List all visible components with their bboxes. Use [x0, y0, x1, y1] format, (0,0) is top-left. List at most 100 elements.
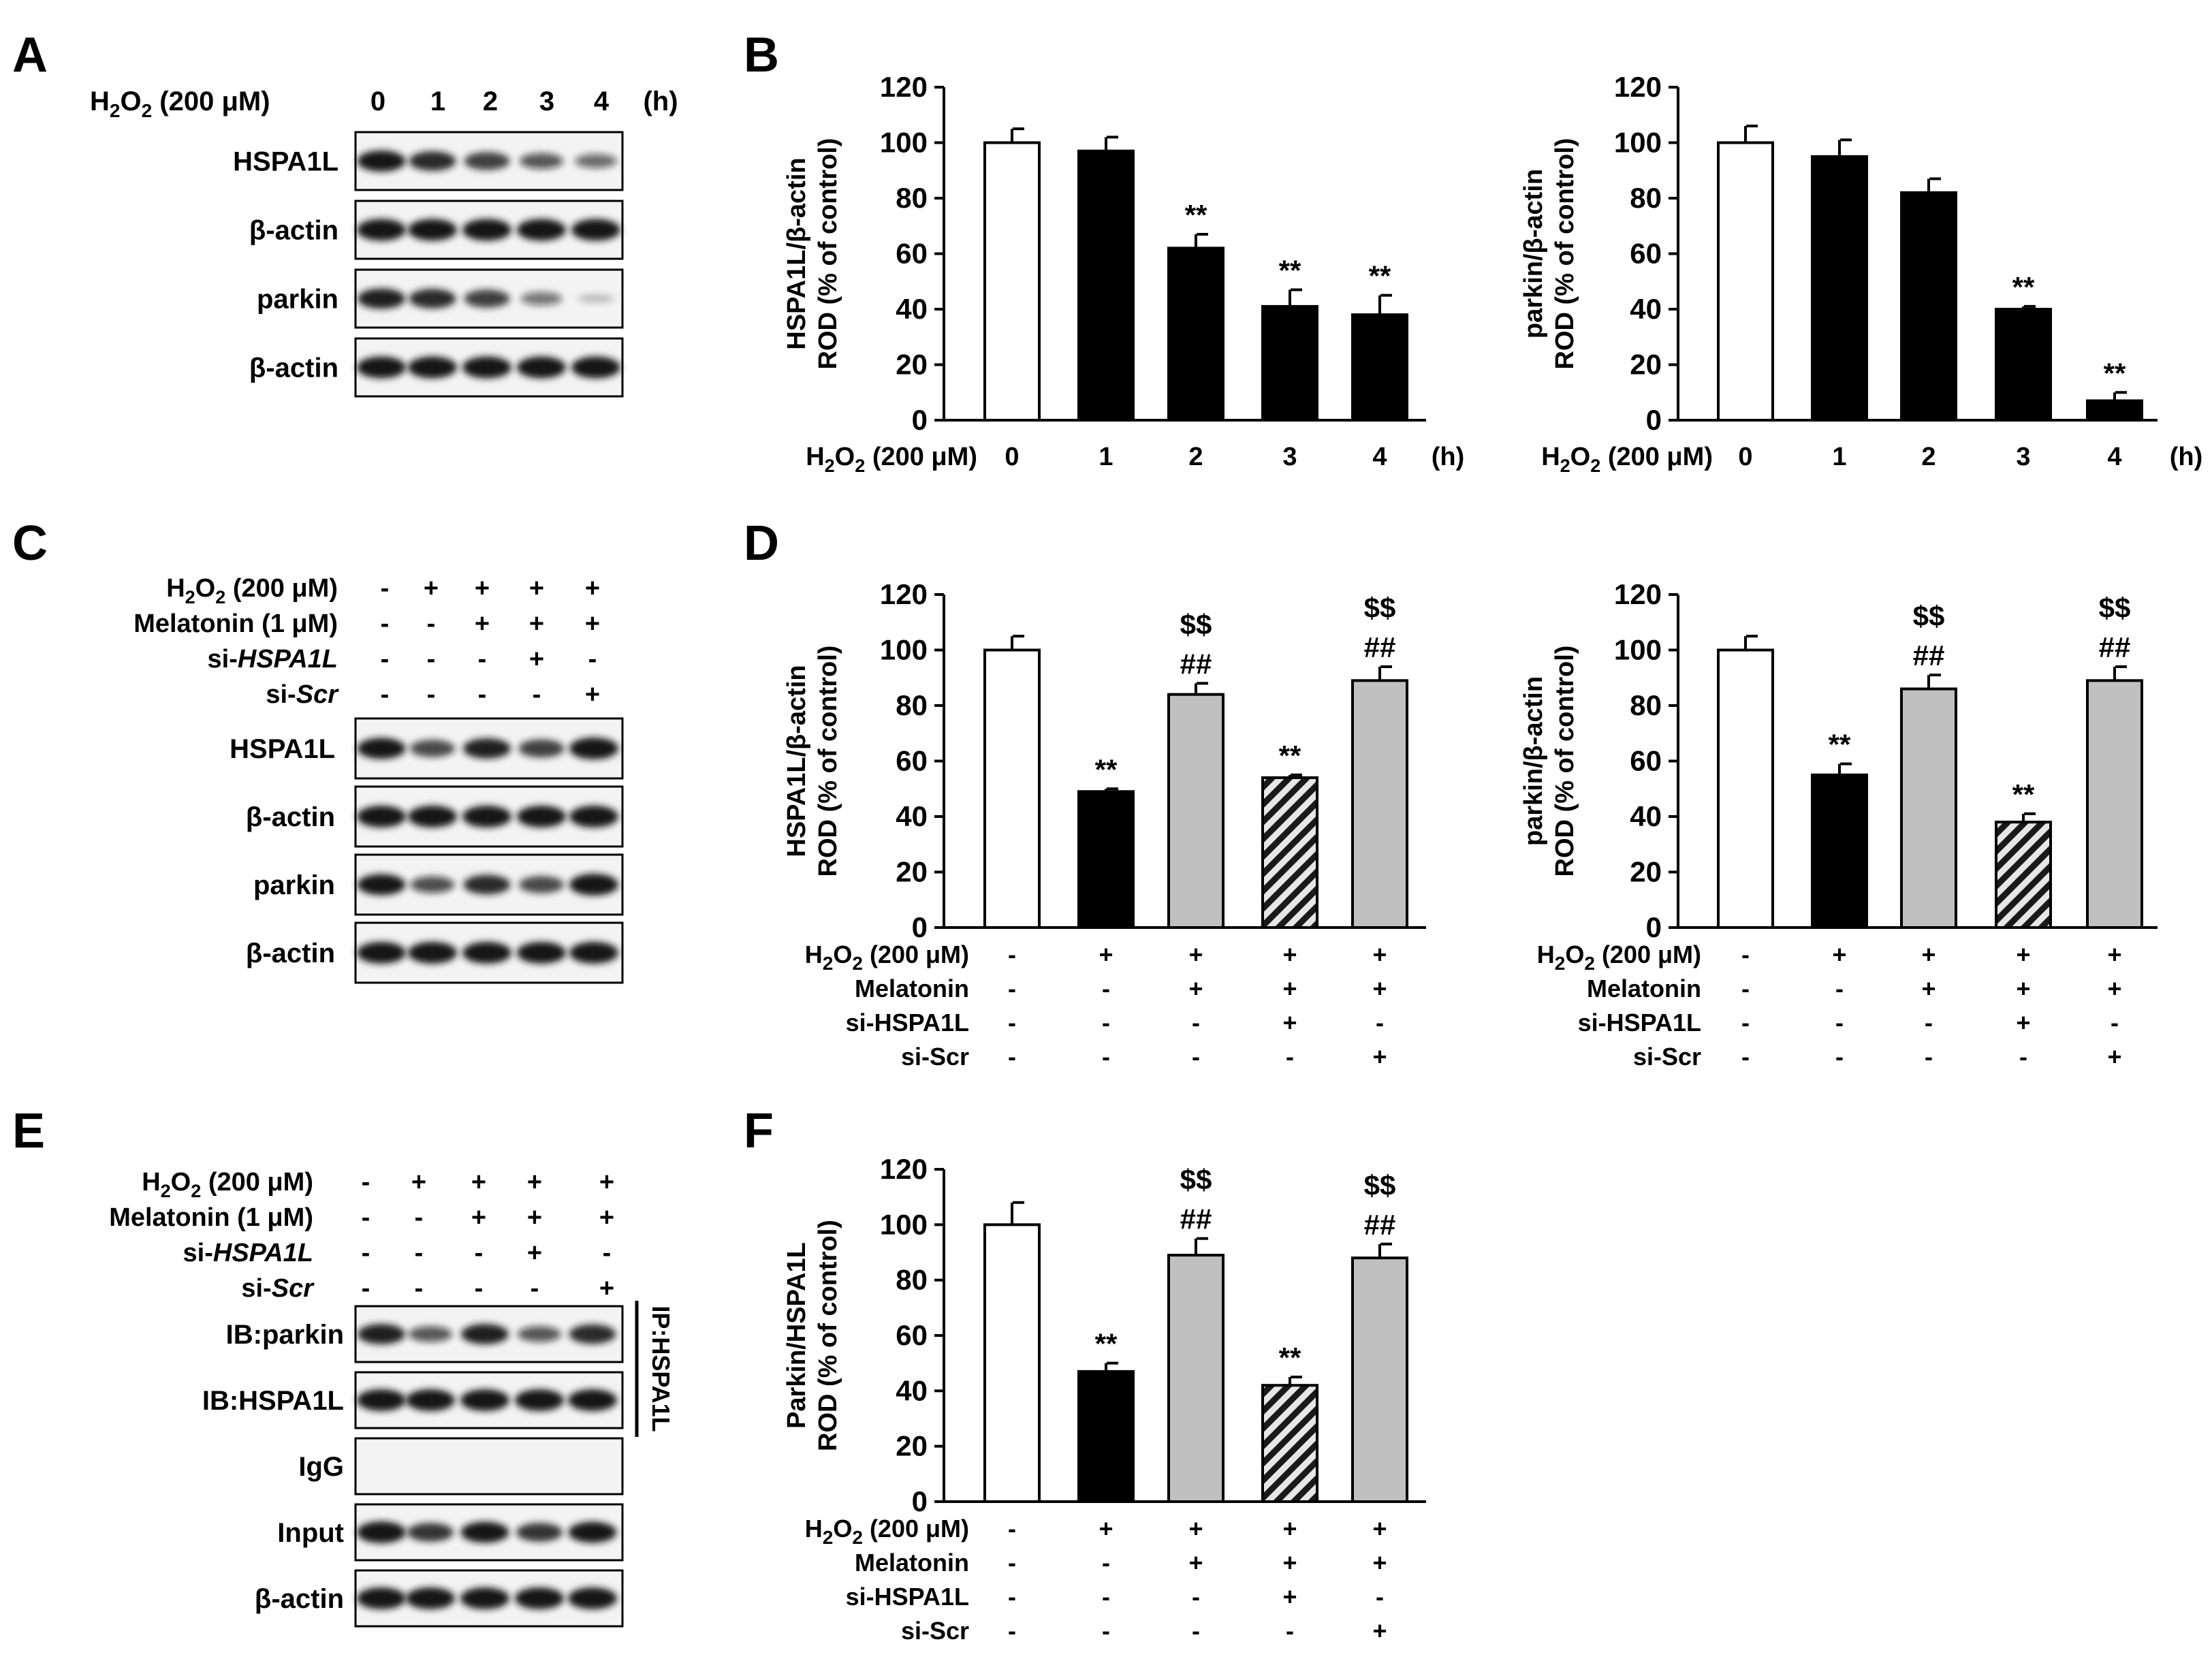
- row-label-si-scr: si-Scr: [266, 680, 339, 709]
- blot-row-1: β-actin: [249, 200, 624, 260]
- treatment-sign: +: [1099, 1515, 1113, 1543]
- blot-band: [517, 806, 566, 827]
- bar-2: [1900, 191, 1957, 422]
- bar-3: [1995, 308, 2052, 422]
- row-label-h2o2: H2O2 (200 μM): [805, 940, 969, 974]
- panel-label-c: C: [12, 516, 48, 571]
- treatment-sign: -: [1102, 975, 1110, 1002]
- ip-hspa1l-label: IP:HSPA1L: [647, 1306, 675, 1431]
- blot-band: [357, 151, 406, 172]
- blot-band: [357, 806, 406, 827]
- treatment-sign: +: [529, 574, 544, 603]
- panel-c-blots: HSPA1L β-actin parkin β-actin: [230, 717, 624, 984]
- treatment-sign: +: [1372, 1515, 1387, 1543]
- blot-row-1: IB:HSPA1L: [202, 1371, 624, 1429]
- blot-row-2: parkin: [253, 853, 624, 916]
- treatment-sign: +: [411, 1168, 426, 1197]
- treatment-sign: -: [1008, 1043, 1016, 1071]
- treatment-sign: -: [603, 1239, 612, 1267]
- row-label-si-hspa1l: si-HSPA1L: [183, 1239, 313, 1267]
- panel-a-time-4: 4: [594, 86, 610, 116]
- blot-band: [518, 1326, 561, 1342]
- treatment-sign: -: [533, 680, 541, 709]
- blot-row-0: IB:parkin: [226, 1305, 624, 1363]
- x-label-h2o2: H2O2 (200 μM): [1541, 443, 1713, 476]
- x-label-h2o2: H2O2 (200 μM): [806, 443, 977, 476]
- blot-row-1: β-actin: [246, 785, 624, 848]
- x-category-label: 0: [1005, 443, 1019, 471]
- x-category-label: 3: [2016, 443, 2030, 471]
- blot-row-3: Input: [277, 1503, 624, 1562]
- treatment-sign: +: [1188, 1549, 1203, 1577]
- y-tick-label: 120: [880, 578, 928, 610]
- bar-1: [1811, 155, 1868, 422]
- treatment-sign: -: [1008, 1583, 1016, 1611]
- y-tick-label: 20: [896, 1430, 928, 1462]
- blot-label-2: parkin: [257, 285, 338, 315]
- y-axis-label-line1: HSPA1L/β-actin: [783, 157, 811, 349]
- row-label-2: si-HSPA1L: [846, 1009, 969, 1037]
- x-unit-label: (h): [1432, 443, 1465, 471]
- bar-4: [1351, 1256, 1408, 1503]
- y-tick-label: 120: [1614, 578, 1662, 610]
- treatment-sign: -: [2019, 1043, 2027, 1071]
- treatment-sign: -: [1925, 1043, 1933, 1071]
- panel-e-blots: IB:parkin IB:HSPA1L IgG Input β-actin: [202, 1305, 624, 1628]
- blot-label-1: IB:HSPA1L: [202, 1386, 344, 1416]
- blot-row-2: parkin: [257, 268, 624, 329]
- blot-band: [357, 942, 406, 964]
- blot-band: [568, 1521, 617, 1543]
- blot-label-4: β-actin: [255, 1584, 344, 1614]
- bar-2: [1900, 687, 1957, 929]
- treatment-sign: +: [2016, 1009, 2030, 1037]
- blot-band: [520, 291, 563, 306]
- y-tick-label: 120: [880, 1153, 928, 1185]
- y-tick-label: 100: [1614, 127, 1662, 159]
- blot-band: [406, 1587, 455, 1609]
- y-tick-label: 40: [896, 293, 928, 325]
- treatment-sign: -: [362, 1168, 370, 1197]
- treatment-sign: +: [527, 1168, 542, 1197]
- treatment-sign: -: [475, 1274, 484, 1303]
- x-category-label: 3: [1282, 443, 1297, 471]
- blot-band: [568, 1587, 617, 1609]
- significance-mark: ##: [2099, 631, 2131, 663]
- blot-band: [358, 1324, 405, 1344]
- treatment-sign: +: [1372, 1617, 1387, 1645]
- blot-band: [460, 1587, 509, 1609]
- treatment-sign: +: [527, 1239, 542, 1267]
- blot-row-3: β-actin: [246, 921, 624, 984]
- treatment-sign: -: [1835, 1043, 1844, 1071]
- significance-mark: **: [1279, 254, 1301, 286]
- panel-c: H2O2 (200 μM) - + + + + Melatonin (1 μM) - - + + + s…: [133, 574, 624, 984]
- blot-band: [358, 288, 405, 309]
- blot-band: [519, 876, 564, 893]
- x-unit-label: (h): [2170, 443, 2203, 471]
- panel-a-h2o2-label: H2O2 (200 μM): [90, 86, 270, 121]
- treatment-sign: -: [1741, 940, 1750, 968]
- blot-label-1: β-actin: [249, 216, 338, 246]
- y-axis-label-line2: ROD (% of control): [814, 138, 842, 370]
- treatment-sign: +: [1372, 975, 1387, 1002]
- y-tick-label: 80: [896, 1264, 928, 1296]
- blot-band: [568, 1389, 617, 1411]
- treatment-sign: -: [1102, 1617, 1110, 1645]
- row-label-h2o2: H2O2 (200 μM): [142, 1168, 313, 1201]
- blot-band: [408, 356, 457, 379]
- y-tick-label: 40: [1630, 293, 1662, 325]
- treatment-sign: +: [2107, 1043, 2121, 1071]
- treatment-sign: +: [475, 610, 490, 638]
- y-tick-label: 20: [896, 856, 928, 888]
- chart-f: 0 20 40 60 80 100 120 Parkin/HSPA1L ROD (% of co…: [783, 1153, 1426, 1645]
- blot-label-3: β-actin: [246, 938, 335, 968]
- significance-mark: **: [1279, 1342, 1301, 1374]
- treatment-sign: +: [599, 1203, 614, 1232]
- blot-label-3: Input: [277, 1518, 344, 1548]
- blot-band: [569, 1324, 616, 1344]
- y-axis-label-line2: ROD (% of control): [814, 1220, 842, 1451]
- blot-band: [409, 1326, 452, 1342]
- x-category-label: 4: [2107, 443, 2121, 471]
- chart-d-left: 0 20 40 60 80 100 120 HSPA1L/β-actin ROD (% of c…: [783, 578, 1426, 1071]
- treatment-sign: +: [1282, 940, 1297, 968]
- treatment-sign: +: [1282, 1515, 1297, 1543]
